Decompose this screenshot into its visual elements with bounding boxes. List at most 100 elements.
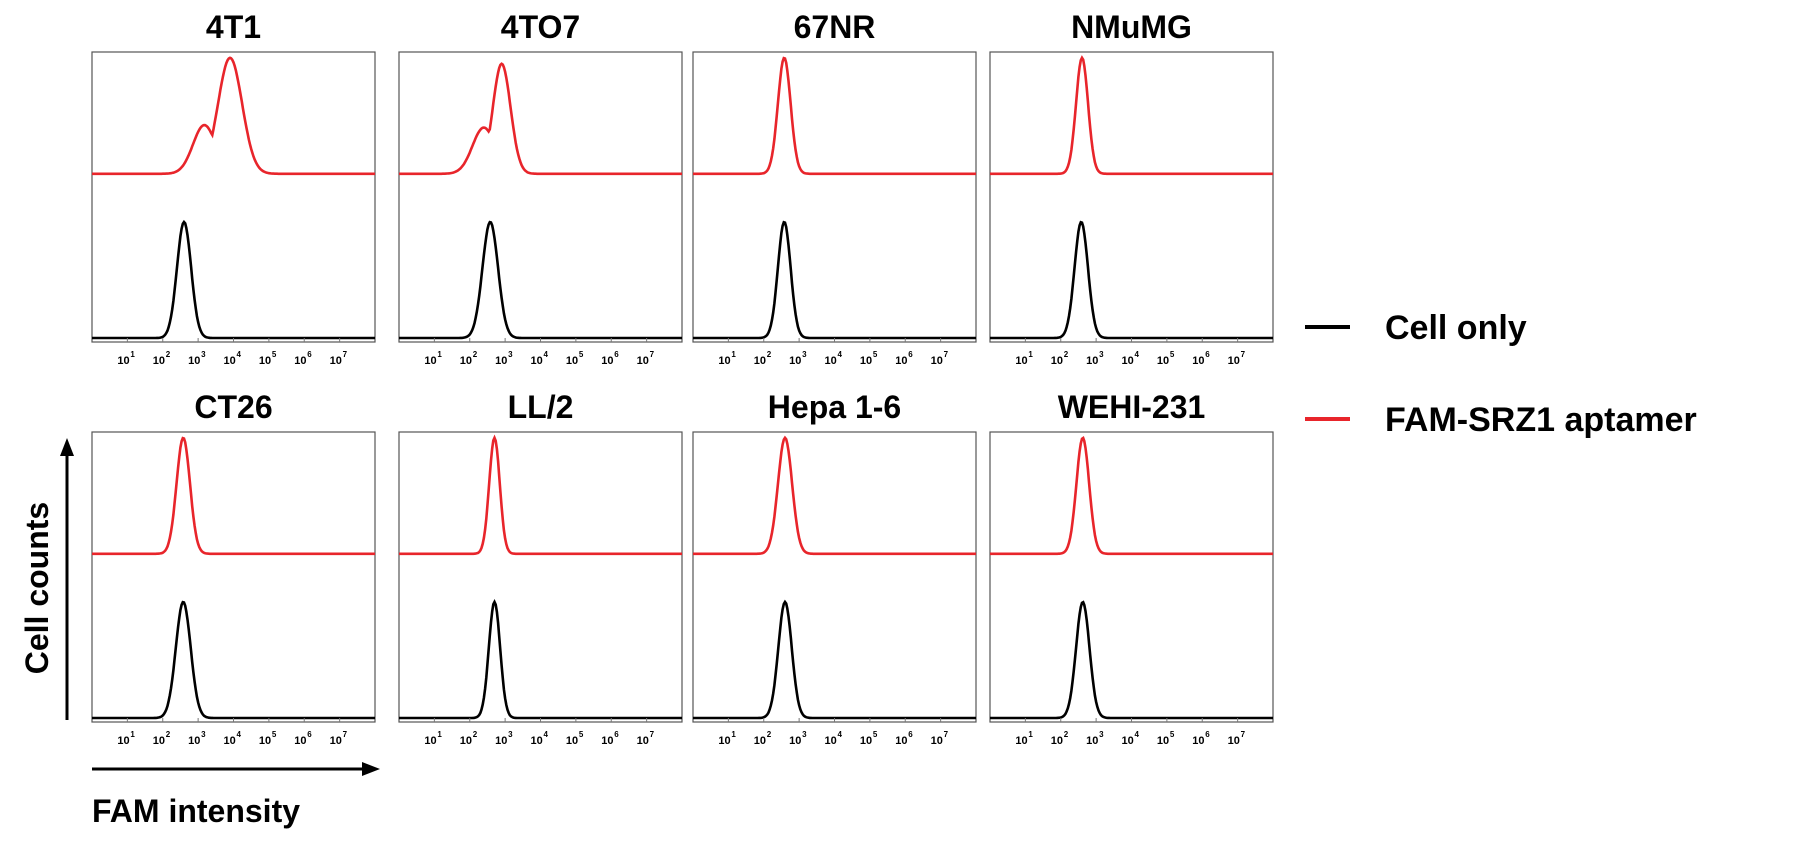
x-tick-label: 10 — [531, 735, 543, 747]
x-axis-title: FAM intensity — [92, 793, 300, 829]
cell-only-histogram — [92, 600, 375, 720]
x-tick-label: 10 — [931, 735, 943, 747]
x-tick-exponent: 6 — [908, 730, 913, 739]
x-tick-exponent: 4 — [1135, 730, 1140, 739]
x-tick-exponent: 5 — [873, 350, 878, 359]
cell-only-histogram — [399, 220, 682, 340]
panel-frame — [91, 431, 376, 723]
x-tick-label: 10 — [1086, 355, 1098, 367]
x-tick-label: 10 — [1192, 735, 1204, 747]
panel-frame — [91, 51, 376, 343]
x-tick-label: 10 — [117, 355, 129, 367]
x-tick-exponent: 4 — [544, 350, 549, 359]
panel-frame — [398, 431, 683, 723]
x-tick-exponent: 2 — [473, 730, 478, 739]
x-tick-exponent: 3 — [201, 350, 206, 359]
x-tick-label: 10 — [895, 355, 907, 367]
panel-frame — [989, 431, 1274, 723]
x-tick-label: 10 — [860, 355, 872, 367]
x-tick-label: 10 — [294, 355, 306, 367]
x-tick-exponent: 1 — [731, 730, 736, 739]
panel-frame — [692, 51, 977, 343]
aptamer-histogram — [399, 62, 682, 176]
x-tick-exponent: 4 — [1135, 350, 1140, 359]
x-tick-label: 10 — [825, 735, 837, 747]
aptamer-histogram — [92, 436, 375, 556]
x-axis-arrow — [92, 762, 380, 776]
x-tick-label: 10 — [224, 735, 236, 747]
x-tick-exponent: 2 — [166, 730, 171, 739]
x-tick-exponent: 1 — [437, 730, 442, 739]
cell-only-histogram — [693, 599, 976, 720]
cell-only-histogram — [693, 220, 976, 340]
panel-title: WEHI-231 — [1058, 389, 1206, 425]
x-tick-exponent: 5 — [272, 350, 277, 359]
x-tick-label: 10 — [789, 735, 801, 747]
x-tick-exponent: 7 — [650, 350, 655, 359]
x-tick-label: 10 — [860, 735, 872, 747]
panel-title: Hepa 1-6 — [768, 389, 901, 425]
aptamer-histogram — [92, 56, 375, 176]
x-tick-exponent: 3 — [201, 730, 206, 739]
histogram-panels: 4T11011021031041051061074TO7101102103104… — [91, 9, 1274, 747]
x-tick-label: 10 — [1228, 355, 1240, 367]
x-tick-exponent: 6 — [908, 350, 913, 359]
x-tick-exponent: 3 — [508, 350, 513, 359]
panel-title: 4TO7 — [501, 9, 580, 45]
x-tick-label: 10 — [1086, 735, 1098, 747]
x-tick-label: 10 — [1192, 355, 1204, 367]
x-tick-exponent: 5 — [1170, 350, 1175, 359]
x-tick-exponent: 5 — [579, 350, 584, 359]
x-tick-exponent: 2 — [473, 350, 478, 359]
x-tick-exponent: 7 — [1241, 730, 1246, 739]
aptamer-histogram — [990, 435, 1273, 556]
x-tick-exponent: 4 — [544, 730, 549, 739]
x-tick-label: 10 — [460, 355, 472, 367]
x-tick-label: 10 — [931, 355, 943, 367]
panel-title: 67NR — [794, 9, 876, 45]
x-tick-exponent: 4 — [838, 730, 843, 739]
x-tick-label: 10 — [294, 735, 306, 747]
x-tick-exponent: 2 — [166, 350, 171, 359]
x-tick-label: 10 — [259, 355, 271, 367]
x-tick-exponent: 7 — [650, 730, 655, 739]
legend-label-cell-only: Cell only — [1385, 309, 1527, 347]
aptamer-histogram — [693, 56, 976, 176]
panel-title: 4T1 — [206, 9, 261, 45]
x-tick-label: 10 — [718, 735, 730, 747]
legend: Cell only FAM-SRZ1 aptamer — [1305, 309, 1697, 439]
x-tick-exponent: 7 — [1241, 350, 1246, 359]
x-tick-exponent: 1 — [1028, 350, 1033, 359]
x-tick-label: 10 — [1122, 735, 1134, 747]
x-tick-exponent: 5 — [873, 730, 878, 739]
x-tick-exponent: 3 — [508, 730, 513, 739]
x-tick-label: 10 — [330, 735, 342, 747]
x-tick-label: 10 — [1051, 355, 1063, 367]
y-axis-title: Cell counts — [19, 502, 55, 674]
x-tick-exponent: 5 — [579, 730, 584, 739]
cell-only-histogram — [990, 220, 1273, 340]
x-tick-label: 10 — [566, 735, 578, 747]
x-tick-exponent: 5 — [272, 730, 277, 739]
x-tick-exponent: 6 — [307, 730, 312, 739]
x-tick-label: 10 — [424, 735, 436, 747]
x-tick-label: 10 — [1015, 735, 1027, 747]
x-tick-label: 10 — [1015, 355, 1027, 367]
x-tick-exponent: 7 — [343, 730, 348, 739]
x-tick-label: 10 — [188, 355, 200, 367]
x-tick-label: 10 — [789, 355, 801, 367]
x-tick-exponent: 4 — [237, 730, 242, 739]
x-tick-exponent: 6 — [614, 730, 619, 739]
x-tick-exponent: 6 — [307, 350, 312, 359]
x-tick-exponent: 4 — [838, 350, 843, 359]
aptamer-histogram — [693, 435, 976, 556]
x-tick-label: 10 — [718, 355, 730, 367]
x-tick-label: 10 — [601, 735, 613, 747]
